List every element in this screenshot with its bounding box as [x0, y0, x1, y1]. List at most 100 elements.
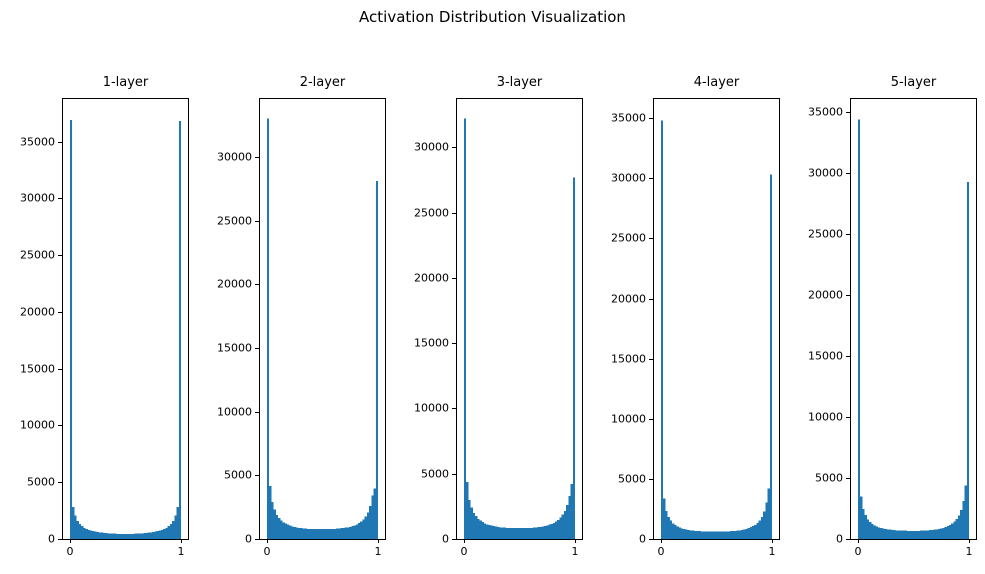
histogram-bars — [858, 119, 969, 539]
histogram-bin — [284, 523, 287, 539]
y-tick-mark — [649, 238, 653, 240]
histogram-bin — [495, 526, 498, 539]
histogram-bin — [723, 531, 726, 539]
histogram-bin — [703, 531, 706, 539]
histogram-bin — [103, 532, 106, 539]
x-tick-label: 0 — [66, 545, 74, 558]
histogram-bin — [349, 526, 352, 539]
histogram-bin — [676, 526, 679, 539]
y-tick-mark — [255, 347, 259, 349]
histogram-bin — [335, 528, 339, 539]
histogram-bin — [749, 527, 753, 539]
y-tick-label: 0 — [639, 532, 646, 546]
histogram-bin — [486, 524, 489, 539]
y-tick-label: 20000 — [611, 292, 646, 306]
histogram-bin — [76, 520, 79, 539]
x-tick-mark — [575, 539, 576, 543]
x-tick-label: 1 — [177, 545, 185, 558]
histogram-bin — [882, 528, 885, 539]
histogram-bin — [886, 529, 890, 539]
y-tick-mark — [452, 147, 456, 149]
histogram-bin — [720, 531, 724, 539]
y-tick-label: 10000 — [414, 401, 449, 415]
x-tick-label: 1 — [965, 545, 973, 558]
histogram-bin — [105, 533, 108, 539]
y-tick-mark — [452, 212, 456, 214]
histogram-bin — [145, 532, 148, 539]
histogram-bin — [900, 530, 903, 539]
histogram-bin — [293, 526, 296, 539]
x-tick-label: 0 — [854, 545, 862, 558]
histogram-bin — [949, 525, 952, 539]
y-tick-mark — [452, 343, 456, 345]
histogram-bin — [877, 527, 881, 539]
y-tick-label: 15000 — [611, 352, 646, 366]
histogram-bin — [694, 530, 697, 539]
histogram-bin — [286, 524, 290, 539]
histogram-bin — [118, 533, 122, 539]
histogram-bin — [89, 530, 93, 539]
histogram-bin — [331, 528, 334, 539]
histogram-bin — [138, 533, 142, 539]
histogram-bin — [873, 525, 876, 539]
histogram-bin — [306, 528, 310, 539]
histogram-bin — [360, 521, 363, 539]
histogram-bin — [736, 530, 739, 539]
histogram-bin — [143, 533, 146, 539]
histogram-bin — [915, 530, 918, 539]
histogram-bin — [966, 181, 969, 539]
y-tick-mark — [58, 141, 62, 143]
y-tick-label: 35000 — [611, 111, 646, 125]
y-tick-mark — [846, 539, 850, 540]
histogram-bin — [302, 528, 305, 539]
subplot-2: 2-layer 0 5000 10000 15000 20000 25000 30000 0 1 — [217, 75, 386, 557]
y-tick-mark — [58, 368, 62, 370]
histogram-bin — [282, 522, 285, 539]
histogram-bin — [692, 530, 695, 539]
histogram-bin — [156, 531, 159, 539]
subplot-title: 5-layer — [890, 75, 937, 90]
histogram-bin — [344, 527, 347, 539]
y-tick-mark — [452, 539, 456, 540]
y-tick-mark — [649, 418, 653, 420]
y-tick-label: 35000 — [20, 135, 55, 149]
histogram-bin — [732, 531, 735, 539]
y-tick-label: 35000 — [808, 105, 843, 119]
histogram-bin — [543, 526, 547, 539]
histogram-bin — [743, 529, 746, 539]
histogram-bin — [132, 533, 135, 539]
histogram-bin — [946, 526, 950, 539]
histogram-bin — [94, 531, 97, 539]
histogram-bin — [81, 526, 84, 539]
histogram-bin — [875, 526, 878, 539]
histogram-bin — [176, 507, 179, 539]
histogram-bin — [506, 527, 509, 539]
histogram-bars — [267, 118, 378, 539]
histogram-bin — [375, 181, 378, 539]
histogram-bin — [680, 528, 684, 539]
histogram-bin — [758, 520, 761, 539]
histogram-bin — [291, 526, 294, 539]
histogram-bin — [738, 530, 741, 539]
histogram-bin — [889, 529, 892, 539]
y-tick-mark — [58, 539, 62, 540]
y-tick-label: 25000 — [217, 214, 252, 228]
histogram-bin — [696, 531, 699, 539]
histogram-bin — [568, 495, 571, 539]
histogram-bin — [526, 528, 529, 539]
x-tick-label: 1 — [374, 545, 382, 558]
histogram-bin — [924, 530, 927, 539]
histogram-bin — [572, 177, 575, 539]
histogram-bin — [552, 522, 556, 539]
histogram-bin — [532, 527, 536, 539]
y-tick-mark — [649, 539, 653, 540]
y-tick-mark — [846, 478, 850, 480]
y-tick-label: 0 — [245, 532, 252, 546]
y-tick-mark — [58, 255, 62, 257]
histogram-bin — [519, 528, 522, 539]
histogram-bin — [725, 531, 728, 539]
histogram-bin — [563, 510, 567, 539]
x-tick-mark — [858, 539, 859, 543]
x-tick-mark — [464, 539, 465, 543]
subplot-title: 3-layer — [496, 75, 543, 90]
